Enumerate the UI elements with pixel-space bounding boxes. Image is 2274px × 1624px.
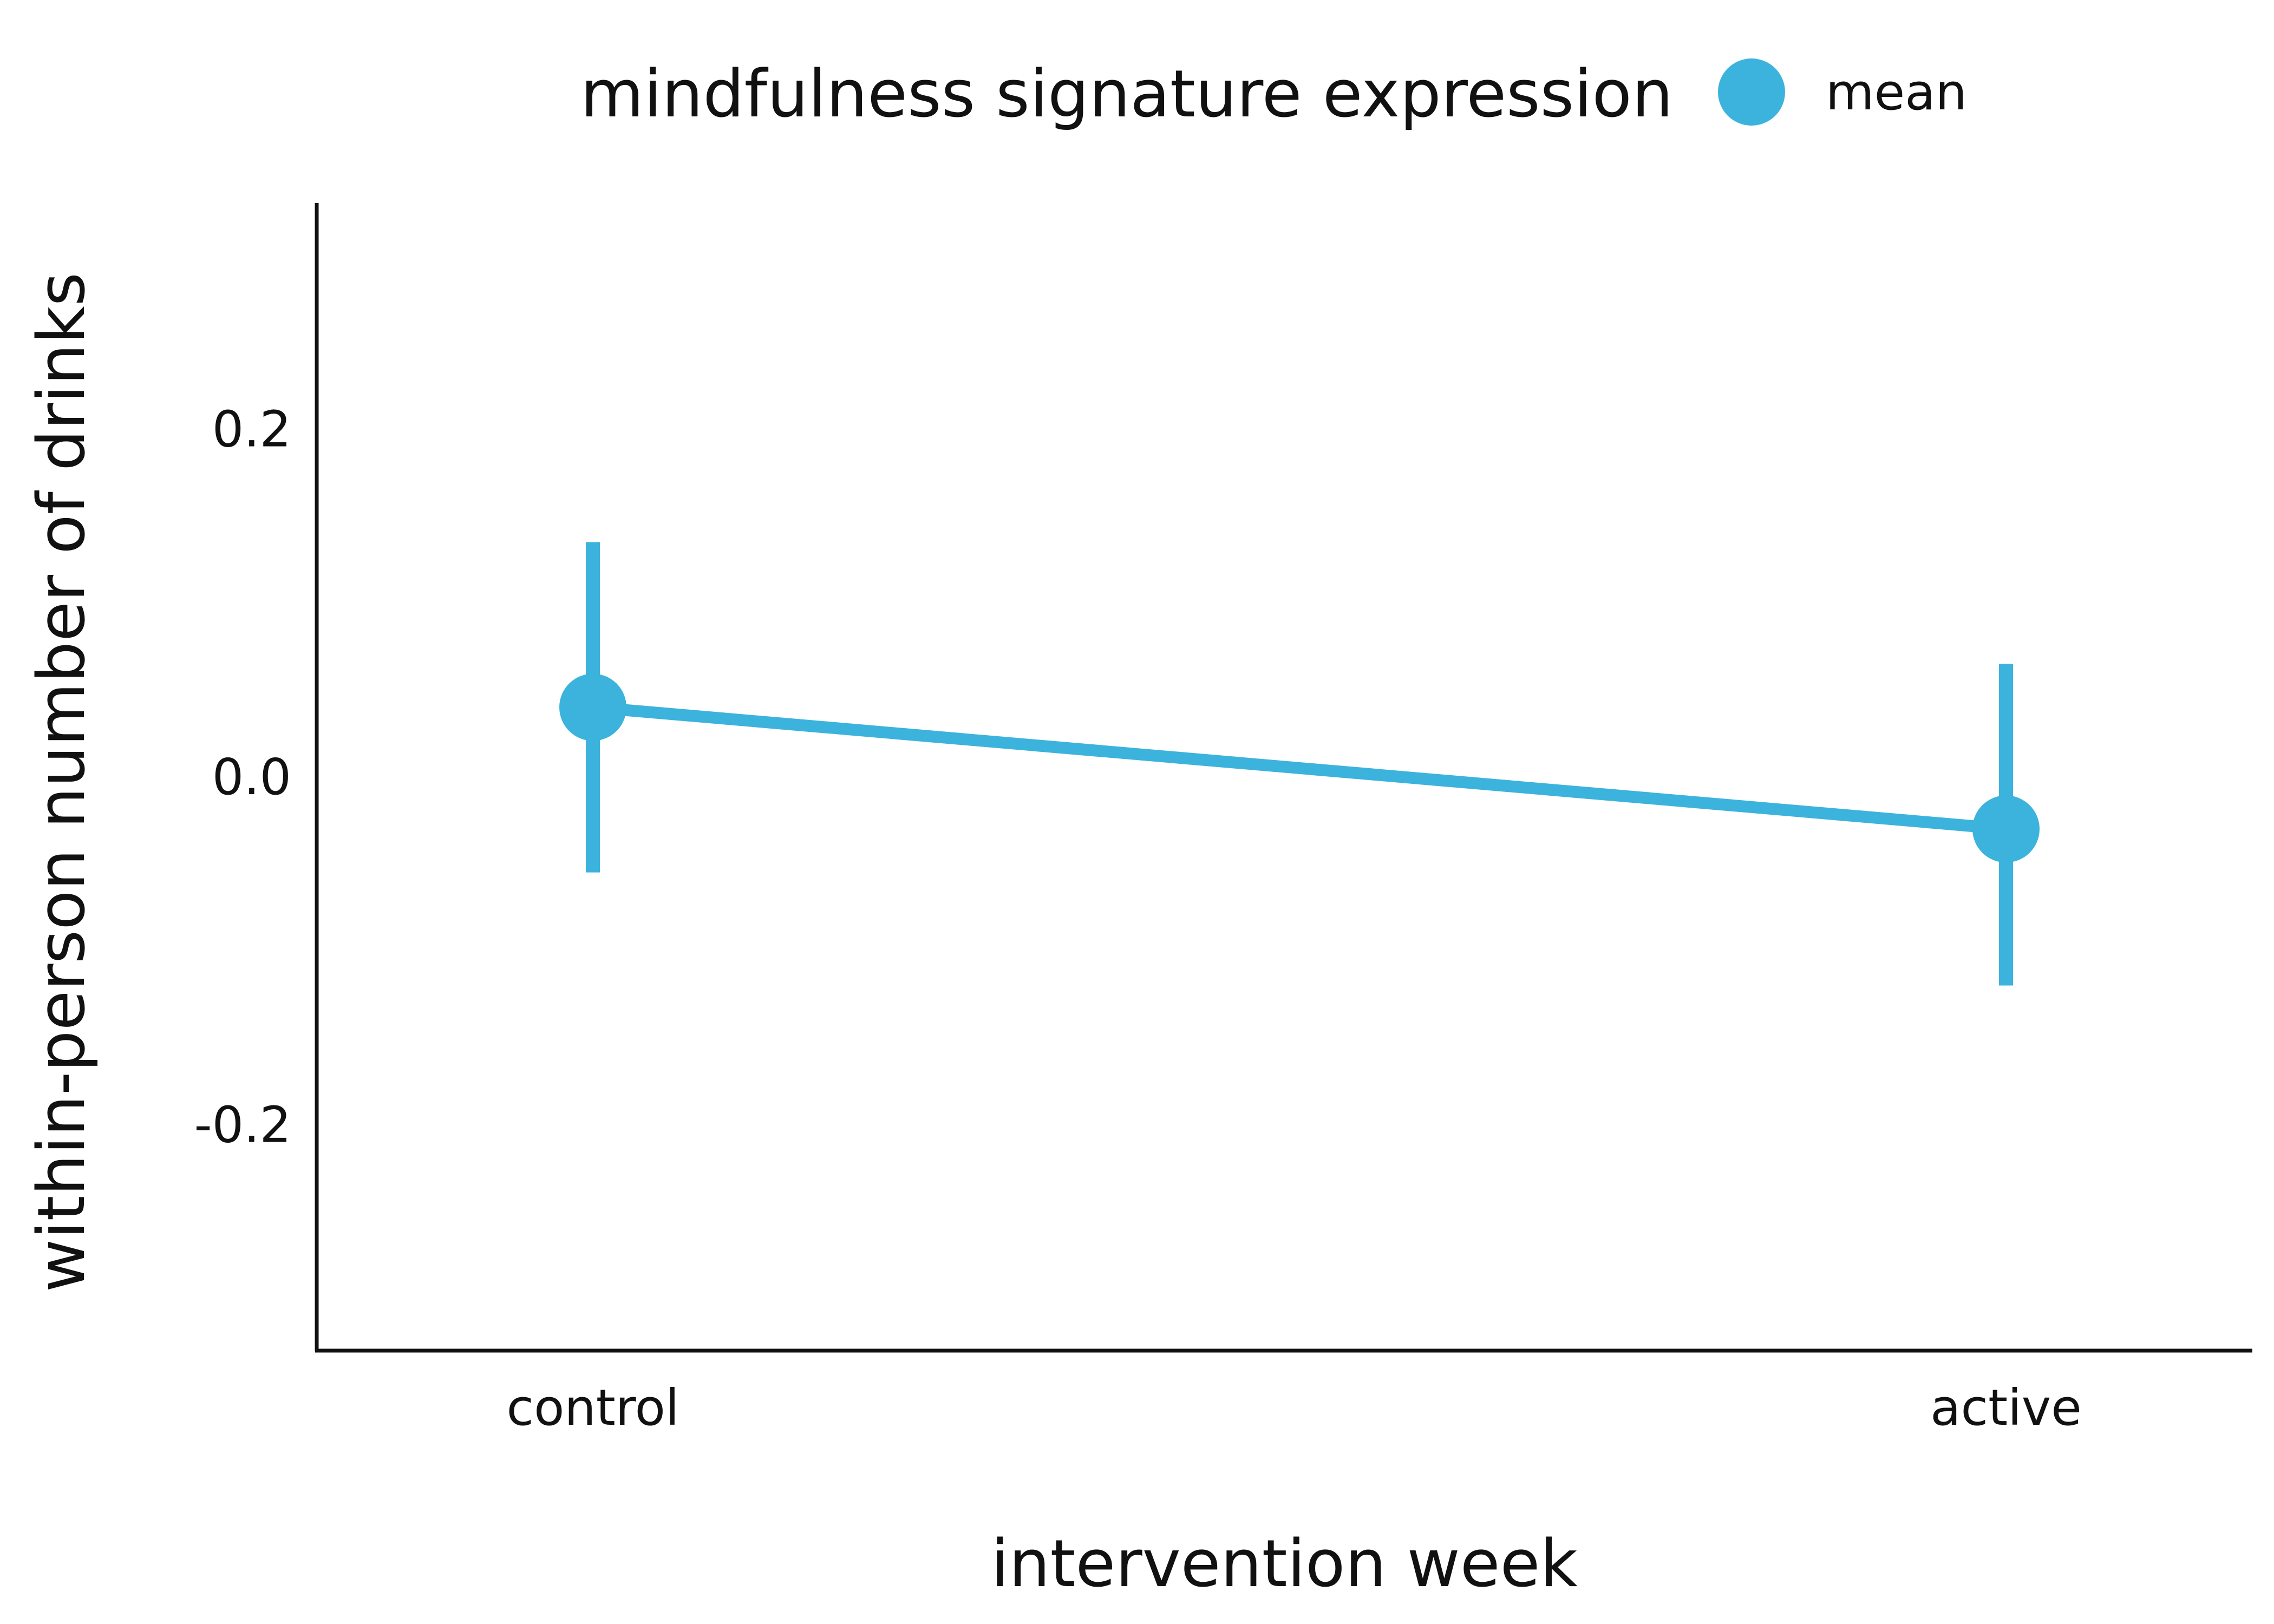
y-axis-title: within-person number of drinks bbox=[24, 272, 100, 1292]
series-line bbox=[592, 701, 2007, 835]
legend: mindfulness signature expression mean bbox=[580, 57, 1967, 132]
series-mean bbox=[559, 542, 2040, 986]
legend-label-mean: mean bbox=[1826, 63, 1967, 121]
data-point bbox=[559, 673, 626, 741]
x-tick-label: active bbox=[1930, 1379, 2082, 1437]
data-point bbox=[1972, 795, 2040, 863]
y-tick-label: 0.2 bbox=[212, 401, 291, 459]
y-tick-label: -0.2 bbox=[194, 1096, 291, 1154]
axes bbox=[315, 203, 2252, 1353]
x-tick-labels: control active bbox=[507, 1379, 2082, 1437]
x-axis-title: intervention week bbox=[991, 1527, 1578, 1602]
legend-marker-mean bbox=[1718, 58, 1785, 126]
legend-title: mindfulness signature expression bbox=[580, 57, 1673, 132]
y-tick-label: 0.0 bbox=[212, 748, 291, 806]
y-tick-labels: -0.2 0.0 0.2 bbox=[194, 401, 291, 1154]
x-tick-label: control bbox=[507, 1379, 679, 1437]
